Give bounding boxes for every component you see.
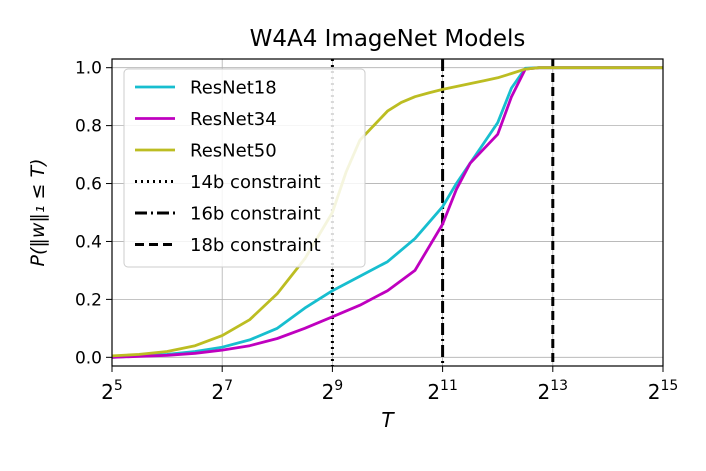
legend-label: ResNet34 — [190, 109, 277, 130]
y-tick-label: 0.0 — [75, 348, 102, 368]
y-tick-label: 1.0 — [75, 59, 102, 79]
x-tick-label: 29 — [322, 378, 344, 404]
y-tick-label: 0.6 — [75, 175, 102, 195]
legend-label: ResNet50 — [190, 141, 277, 162]
axis-ticks: 25 27 29 211 213 215 0.0 0.2 0.4 0.6 0.8 1.0 — [75, 59, 678, 404]
series-lines — [111, 66, 663, 359]
chart-title: W4A4 ImageNet Models — [250, 26, 526, 52]
legend-box — [123, 68, 366, 268]
x-tick-label: 215 — [648, 378, 679, 404]
y-axis-label: P(‖w‖₁ ≤ T) — [27, 158, 49, 266]
legend-label: 14b constraint — [190, 172, 321, 193]
legend: ResNet18 ResNet34 ResNet50 14b constraint 16… — [123, 68, 366, 268]
legend-label: 16b constraint — [190, 204, 321, 225]
x-tick-label: 213 — [538, 378, 569, 404]
x-axis-label: T — [381, 408, 395, 432]
x-tick-label: 27 — [211, 378, 233, 404]
legend-label: ResNet18 — [190, 78, 277, 99]
y-tick-label: 0.8 — [75, 117, 102, 137]
y-tick-label: 0.4 — [75, 232, 102, 252]
legend-label: 18b constraint — [190, 235, 321, 256]
reference-lines — [330, 59, 555, 366]
x-tick-label: 25 — [101, 378, 123, 404]
plot-frame — [111, 58, 664, 367]
x-tick-label: 211 — [427, 378, 458, 404]
y-tick-label: 0.2 — [75, 290, 102, 310]
series-line — [111, 66, 663, 358]
